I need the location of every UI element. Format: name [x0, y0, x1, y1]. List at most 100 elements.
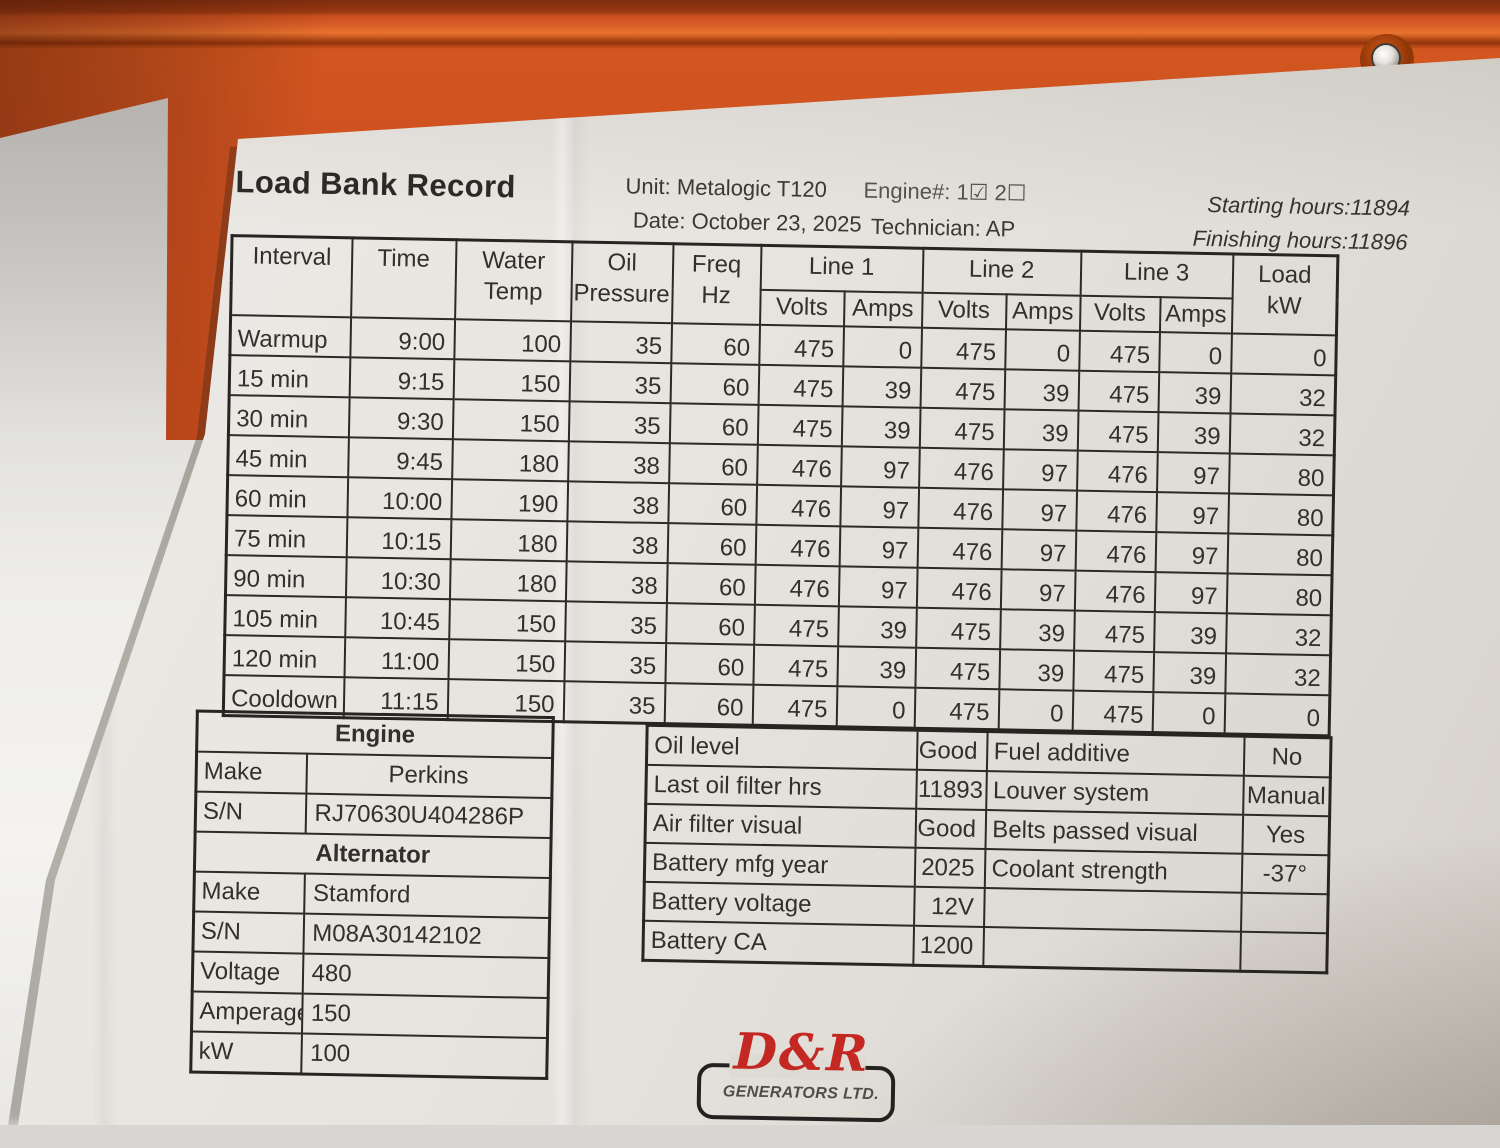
check-value: -37°	[1241, 853, 1329, 895]
value-cell: 475	[1078, 370, 1159, 413]
value-cell: 35	[563, 681, 665, 724]
check-value: Manual	[1242, 775, 1331, 817]
value-cell: 97	[1001, 529, 1076, 571]
value-cell: 35	[563, 641, 666, 684]
value-cell: 39	[1158, 372, 1231, 414]
dr-generators-logo: D&R GENERATORS LTD.	[690, 1021, 912, 1125]
value-cell: 476	[917, 487, 1003, 530]
interval-cell: 45 min	[227, 435, 349, 478]
check-value: 12V	[913, 886, 985, 928]
value-cell: 38	[566, 481, 669, 524]
field-label: Make	[193, 871, 305, 914]
check-value: 1200	[912, 925, 984, 967]
field-value: 150	[301, 993, 549, 1039]
starting-hours: Starting hours:11894	[1207, 191, 1411, 221]
value-cell: 60	[667, 523, 756, 565]
field-label: Amperage	[191, 991, 303, 1034]
check-label: Battery CA	[642, 920, 914, 966]
value-cell: 475	[919, 407, 1005, 450]
date-field: Date: October 23, 2025	[633, 207, 862, 237]
check-label: Louver system	[985, 771, 1244, 815]
value-cell: 97	[1155, 532, 1228, 574]
value-cell: 475	[752, 684, 837, 727]
equipment-row: Make Perkins	[195, 751, 553, 799]
value-cell: 476	[916, 567, 1002, 610]
check-value: 2025	[914, 847, 985, 889]
value-cell: 35	[568, 401, 671, 444]
col-header-line1: Line 1	[760, 245, 923, 293]
interval-cell: 30 min	[228, 395, 350, 438]
value-cell: 475	[914, 687, 999, 730]
value-cell: 32	[1229, 413, 1336, 456]
col-header-time: Time	[350, 237, 457, 320]
value-cell: 10:45	[344, 597, 450, 640]
value-cell: 475	[914, 647, 1000, 690]
engine-number-label: Engine#:	[863, 177, 951, 205]
value-cell: 9:15	[349, 357, 454, 400]
value-cell: 97	[1156, 452, 1230, 494]
field-value: Perkins	[305, 753, 553, 799]
unit-label: Unit:	[625, 173, 672, 200]
value-cell: 10:30	[345, 557, 451, 600]
value-cell: 476	[917, 527, 1002, 570]
value-cell: 97	[1000, 569, 1076, 611]
value-cell: 9:45	[347, 437, 453, 480]
col-header-amps: Amps	[1005, 294, 1081, 331]
value-cell: 9:30	[348, 397, 454, 440]
check-value	[1240, 892, 1329, 934]
value-cell: 38	[565, 561, 668, 604]
value-cell: 475	[758, 364, 843, 407]
value-cell: 39	[841, 406, 921, 448]
value-cell: 0	[1152, 692, 1225, 734]
col-header-amps: Amps	[843, 291, 923, 328]
value-cell: 97	[1002, 449, 1078, 491]
value-cell: 60	[664, 683, 753, 726]
interval-cell: 120 min	[224, 635, 345, 678]
value-cell: 476	[1074, 570, 1156, 613]
field-value: Stamford	[303, 873, 551, 919]
field-value: RJ70630U404286P	[305, 793, 552, 839]
check-label: Belts passed visual	[984, 810, 1243, 854]
value-cell: 0	[842, 326, 922, 368]
check-value: Good	[916, 730, 988, 772]
check-label: Air filter visual	[645, 803, 916, 848]
value-cell: 476	[755, 524, 840, 567]
col-header-volts: Volts	[921, 292, 1007, 330]
value-cell: 39	[837, 606, 917, 648]
value-cell: 476	[754, 564, 840, 607]
unit-field: Unit: Metalogic T120	[625, 173, 827, 203]
value-cell: 38	[566, 521, 668, 564]
value-cell: 60	[668, 443, 758, 485]
field-label: kW	[190, 1031, 302, 1075]
equipment-row: Amperage 150	[191, 991, 549, 1039]
value-cell: 80	[1227, 533, 1333, 576]
value-cell: 60	[664, 643, 754, 685]
equipment-row: S/N RJ70630U404286P	[195, 791, 552, 839]
value-cell: 10:00	[346, 477, 452, 520]
value-cell: 97	[1001, 489, 1077, 531]
value-cell: 475	[1072, 650, 1154, 693]
value-cell: 180	[450, 519, 567, 562]
col-header-oil-pressure: Oil Pressure	[570, 241, 674, 324]
value-cell: 10:15	[346, 517, 451, 560]
value-cell: 475	[915, 607, 1001, 650]
paper-sheet: Load Bank Record Unit: Metalogic T120 En…	[18, 58, 1500, 1125]
value-cell: 475	[1073, 610, 1155, 653]
check-label: Battery mfg year	[644, 842, 915, 887]
check-value: Good	[914, 808, 986, 850]
value-cell: 97	[1155, 492, 1229, 534]
engine-number-field: Engine#: 1☑ 2☐	[863, 178, 1026, 207]
value-cell: 0	[1004, 329, 1080, 371]
value-cell: 35	[569, 361, 671, 404]
col-header-freq-hz: Freq Hz	[671, 243, 761, 325]
field-value: M08A30142102	[302, 913, 550, 959]
interval-cell: 60 min	[226, 475, 348, 518]
value-cell: 60	[670, 363, 759, 405]
photo-scene: Load Bank Record Unit: Metalogic T120 En…	[0, 0, 1500, 1125]
load-bank-table: Interval Time Water Temp Oil Pressure Fr…	[221, 234, 1340, 738]
date-label: Date:	[632, 207, 686, 234]
value-cell: 180	[449, 559, 567, 602]
value-cell: 476	[1076, 450, 1158, 493]
check-value: 11893	[915, 769, 987, 811]
value-cell: 39	[1004, 369, 1079, 411]
